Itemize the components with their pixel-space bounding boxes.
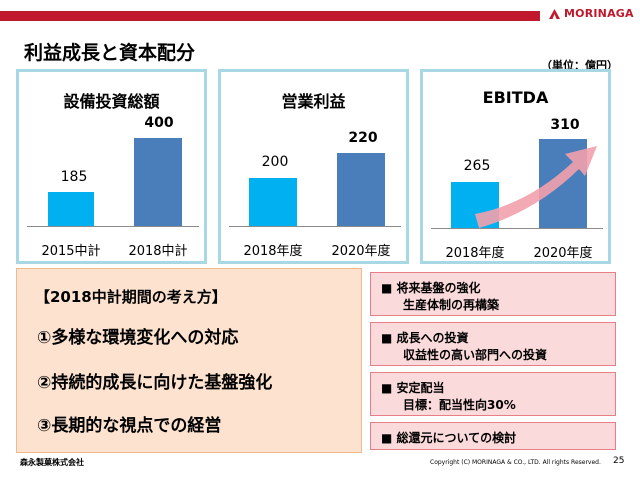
copyright: Copyright (C) MORINAGA & CO., LTD. All r… — [430, 459, 601, 466]
company-name: 森永製菓株式会社 — [20, 458, 84, 467]
box-heading: ■ 成長への投資 — [381, 331, 469, 345]
box-heading: ■ 安定配当 — [381, 381, 445, 395]
page-number: 25 — [613, 456, 625, 466]
bar-op-2018 — [249, 178, 297, 226]
chart-title: 設備投資総額 — [63, 92, 160, 111]
policy-item: ②持続的成長に向けた基盤強化 — [37, 373, 273, 393]
policy-item: ③長期的な視点での経営 — [37, 416, 222, 436]
chart-baseline — [27, 226, 199, 227]
allocation-box: ■ 総還元についての検討 — [370, 422, 616, 450]
chart-title: 営業利益 — [281, 92, 346, 111]
bar-value-label: 310 — [550, 117, 580, 133]
bar-value-label: 265 — [463, 158, 491, 174]
brand-name: MORINAGA — [564, 7, 634, 20]
category-label: 2018中計 — [128, 244, 188, 259]
slide-title: 利益成長と資本配分 — [24, 42, 196, 64]
chart-baseline — [431, 228, 603, 229]
brand-logo: MORINAGA — [548, 7, 634, 20]
bar-op-2020 — [337, 153, 385, 226]
allocation-box: ■ 将来基盤の強化 生産体制の再構築 — [370, 272, 616, 316]
allocation-box: ■ 成長への投資 収益性の高い部門への投資 — [370, 322, 616, 366]
policy-item: ①多様な環境変化への対応 — [37, 328, 239, 348]
box-detail: 目標：配当性向30% — [403, 398, 516, 412]
header-bar — [0, 11, 540, 21]
policy-box: 【2018中計期間の考え方】 ①多様な環境変化への対応 ②持続的成長に向けた基盤… — [16, 268, 362, 453]
chart-baseline — [229, 226, 401, 227]
category-label: 2020年度 — [533, 246, 593, 261]
category-label: 2020年度 — [331, 244, 391, 259]
angel-icon — [549, 8, 560, 19]
bar-value-label: 185 — [60, 169, 88, 185]
box-detail: 生産体制の再構築 — [403, 298, 500, 312]
box-detail: 収益性の高い部門への投資 — [403, 348, 548, 362]
bar-value-label: 200 — [261, 154, 289, 170]
category-label: 2018年度 — [243, 244, 303, 259]
operating-profit-panel: 営業利益 200 220 2018年度 2020年度 — [218, 69, 409, 264]
ebitda-panel: EBITDA 265 310 2018年度 2020年度 — [420, 69, 611, 264]
bar-capex-2015 — [48, 192, 94, 226]
capex-panel: 設備投資総額 185 400 2015中計 2018中計 — [16, 69, 207, 264]
category-label: 2015中計 — [41, 244, 101, 259]
bar-value-label: 400 — [144, 115, 174, 131]
box-heading: ■ 将来基盤の強化 — [381, 281, 481, 295]
growth-arrow-icon — [475, 146, 597, 228]
chart-title: EBITDA — [482, 88, 549, 107]
bar-capex-2018 — [134, 138, 182, 226]
bar-value-label: 220 — [348, 130, 378, 146]
unit-label: （単位：億円） — [541, 59, 618, 72]
box-heading: ■ 総還元についての検討 — [381, 431, 517, 445]
category-label: 2018年度 — [445, 246, 505, 261]
allocation-box: ■ 安定配当 目標：配当性向30% — [370, 372, 616, 416]
policy-title: 【2018中計期間の考え方】 — [35, 288, 227, 306]
